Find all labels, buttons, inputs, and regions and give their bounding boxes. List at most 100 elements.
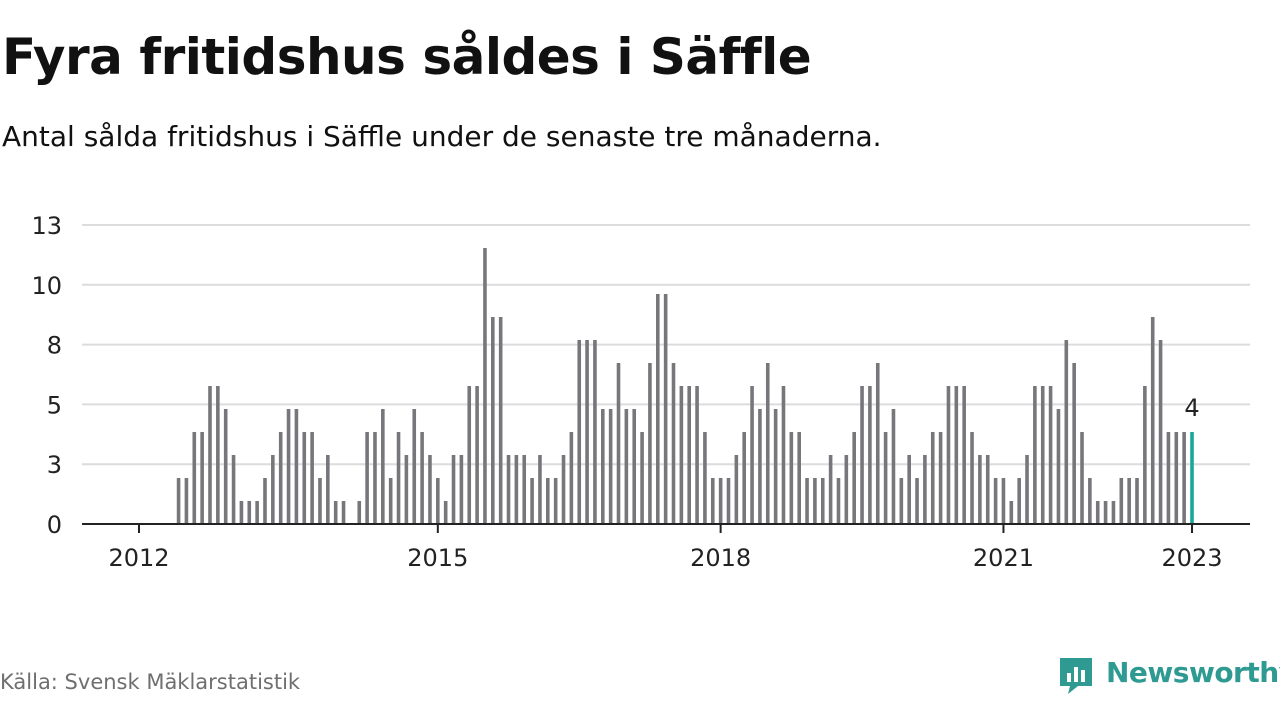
bar <box>883 432 888 524</box>
bar <box>993 478 998 524</box>
bar <box>585 340 589 524</box>
bar <box>923 455 927 524</box>
bar <box>263 478 267 524</box>
bar <box>1127 478 1131 524</box>
bar <box>663 294 668 524</box>
bar <box>891 409 896 524</box>
bar <box>907 455 911 524</box>
brand-logo[interactable]: Newsworthy <box>1058 654 1280 698</box>
bar <box>1001 478 1006 524</box>
bar <box>1103 501 1108 524</box>
bar-chart: 0 3 5 8 10 13 4 2012 2015 2018 2021 2023 <box>31 212 1250 572</box>
bar <box>1009 501 1014 524</box>
bar <box>553 478 558 524</box>
bar <box>1182 432 1186 524</box>
bar <box>184 478 189 524</box>
bar <box>443 501 448 524</box>
bar <box>797 432 801 524</box>
bar <box>310 432 314 524</box>
bar <box>318 478 322 524</box>
x-tick-label: 2023 <box>1161 544 1222 572</box>
chart-title: Fyra fritidshus såldes i Säffle <box>2 28 812 86</box>
bar <box>930 432 935 524</box>
bar <box>648 363 652 524</box>
highlight-data-label: 4 <box>1184 394 1199 422</box>
bar <box>546 478 550 524</box>
y-tick-label: 3 <box>47 451 62 479</box>
bar <box>1143 386 1147 524</box>
bar <box>1040 386 1045 524</box>
bar <box>868 386 872 524</box>
bar <box>813 478 817 524</box>
bar <box>200 432 204 524</box>
bar <box>899 478 904 524</box>
bar <box>970 432 974 524</box>
bar <box>176 478 181 524</box>
bar <box>789 432 794 524</box>
bar <box>679 386 684 524</box>
bar <box>396 432 401 524</box>
x-tick-label: 2012 <box>108 544 169 572</box>
bar <box>208 386 212 524</box>
bar <box>593 340 597 524</box>
bar <box>805 478 809 524</box>
bar <box>483 248 487 524</box>
bar <box>1166 432 1171 524</box>
bar <box>420 432 424 524</box>
bar <box>1174 432 1179 524</box>
bar <box>820 478 825 524</box>
bar <box>734 455 739 524</box>
bar <box>695 386 699 524</box>
bar <box>428 455 432 524</box>
bar <box>828 455 833 524</box>
bar <box>381 409 385 524</box>
bar <box>836 478 841 524</box>
bar <box>1017 478 1021 524</box>
x-tick-label: 2015 <box>407 544 468 572</box>
bar <box>357 501 362 524</box>
bar <box>365 432 369 524</box>
bar <box>223 409 228 524</box>
bar <box>703 432 707 524</box>
y-tick-label: 5 <box>47 391 62 419</box>
bar <box>498 317 503 524</box>
bar <box>326 455 330 524</box>
bar <box>451 455 456 524</box>
bar <box>255 501 259 524</box>
bar <box>765 363 770 524</box>
bar <box>915 478 919 524</box>
source-note: Källa: Svensk Mäklarstatistik <box>0 670 301 694</box>
bar <box>860 386 864 524</box>
bar <box>978 455 982 524</box>
x-tick-label: 2021 <box>973 544 1034 572</box>
bar <box>1150 317 1155 524</box>
bar <box>388 478 393 524</box>
x-tick-label: 2018 <box>690 544 751 572</box>
bars <box>176 248 1194 524</box>
bar <box>231 455 236 524</box>
bar <box>216 386 220 524</box>
bar <box>781 386 786 524</box>
bar <box>1135 478 1139 524</box>
bar <box>938 432 943 524</box>
bar <box>333 501 338 524</box>
bar <box>726 478 731 524</box>
bar <box>1025 455 1029 524</box>
bar <box>616 363 621 524</box>
y-tick-label: 10 <box>31 272 62 300</box>
chart-subtitle: Antal sålda fritidshus i Säffle under de… <box>2 120 882 153</box>
bar <box>373 432 377 524</box>
bar <box>852 432 856 524</box>
bar <box>1119 478 1124 524</box>
bar <box>247 501 252 524</box>
bar <box>1072 363 1076 524</box>
bar <box>412 409 417 524</box>
bar <box>341 501 346 524</box>
axes: 0 3 5 8 10 13 4 2012 2015 2018 2021 2023 <box>31 212 1250 572</box>
bar <box>624 409 629 524</box>
bar <box>1064 340 1069 524</box>
bar <box>538 455 542 524</box>
bar <box>758 409 762 524</box>
bar <box>1080 432 1084 524</box>
bar <box>475 386 479 524</box>
